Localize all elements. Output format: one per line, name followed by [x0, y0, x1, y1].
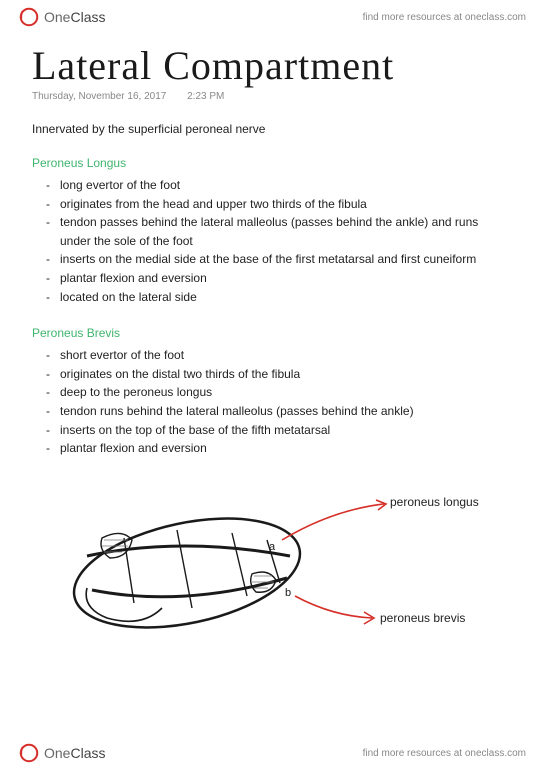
list-item: inserts on the top of the base of the fi… [60, 421, 512, 440]
logo-text-part2: Class [70, 9, 105, 25]
date: Thursday, November 16, 2017 [32, 91, 166, 102]
diagram-label-a: peroneus longus [390, 495, 479, 509]
time: 2:23 PM [187, 91, 224, 102]
notes-list: short evertor of the foot originates on … [32, 346, 512, 458]
list-item: short evertor of the foot [60, 346, 512, 365]
footer-bar: OneClass find more resources at oneclass… [0, 736, 544, 770]
list-item: originates from the head and upper two t… [60, 195, 512, 214]
anatomy-diagram: a b peroneus longus peroneus brevis [32, 478, 512, 638]
list-item: originates on the distal two thirds of t… [60, 365, 512, 384]
section-heading: Peroneus Longus [32, 156, 512, 170]
list-item: tendon passes behind the lateral malleol… [60, 213, 512, 250]
logo-footer: OneClass [18, 742, 105, 764]
logo-text-part2: Class [70, 745, 105, 761]
section-peroneus-longus: Peroneus Longus long evertor of the foot… [32, 156, 512, 306]
header-bar: OneClass find more resources at oneclass… [0, 0, 544, 34]
arrow-b [295, 596, 374, 624]
list-item: plantar flexion and eversion [60, 269, 512, 288]
section-peroneus-brevis: Peroneus Brevis short evertor of the foo… [32, 326, 512, 458]
logo-text-part1: One [44, 745, 70, 761]
diagram-label-b: peroneus brevis [380, 611, 465, 625]
page-content: Lateral Compartment Thursday, November 1… [0, 34, 544, 638]
list-item: long evertor of the foot [60, 176, 512, 195]
marker-b: b [285, 587, 291, 599]
intro-text: Innervated by the superficial peroneal n… [32, 122, 512, 136]
list-item: plantar flexion and eversion [60, 439, 512, 458]
arrow-a [282, 500, 386, 540]
footer-tagline: find more resources at oneclass.com [363, 748, 526, 759]
oneclass-logo-icon [18, 6, 40, 28]
logo-text: OneClass [44, 9, 105, 25]
date-line: Thursday, November 16, 2017 2:23 PM [32, 91, 512, 102]
header-tagline: find more resources at oneclass.com [363, 12, 526, 23]
page-title: Lateral Compartment [32, 42, 512, 89]
insertion-b [251, 572, 276, 592]
marker-a: a [269, 541, 276, 553]
list-item: inserts on the medial side at the base o… [60, 250, 512, 269]
list-item: located on the lateral side [60, 288, 512, 307]
logo-text-part1: One [44, 9, 70, 25]
insertion-a [101, 533, 132, 558]
notes-list: long evertor of the foot originates from… [32, 176, 512, 306]
oneclass-logo-icon [18, 742, 40, 764]
logo: OneClass [18, 6, 105, 28]
section-heading: Peroneus Brevis [32, 326, 512, 340]
logo-text-footer: OneClass [44, 745, 105, 761]
list-item: deep to the peroneus longus [60, 383, 512, 402]
list-item: tendon runs behind the lateral malleolus… [60, 402, 512, 421]
